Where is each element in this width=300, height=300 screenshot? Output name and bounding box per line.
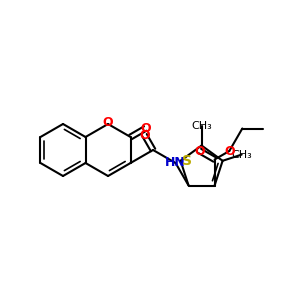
Text: O: O (140, 122, 151, 135)
Text: O: O (194, 145, 205, 158)
Text: CH₃: CH₃ (191, 121, 212, 130)
Text: S: S (182, 154, 191, 168)
Text: CH₃: CH₃ (231, 150, 252, 160)
Text: O: O (103, 116, 113, 130)
Text: HN: HN (165, 157, 186, 169)
Text: O: O (139, 129, 150, 142)
Text: O: O (224, 145, 235, 158)
